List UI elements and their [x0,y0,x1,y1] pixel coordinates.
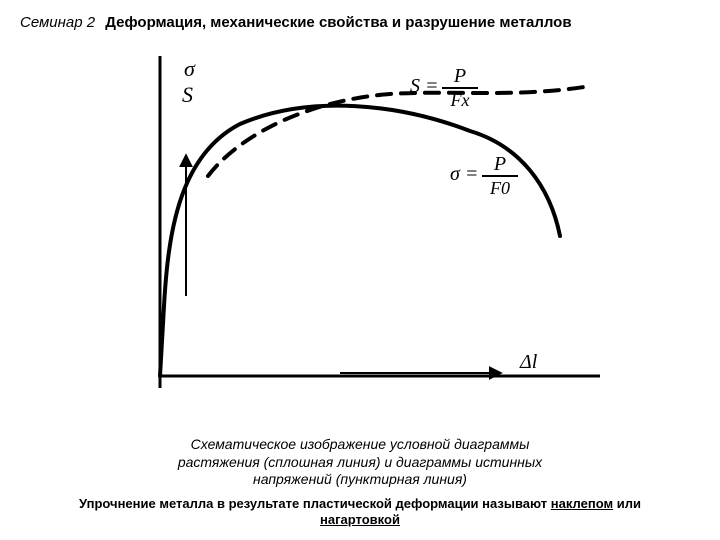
caption-line-1: Схематическое изображение условной диагр… [191,436,530,452]
footer-note: Упрочнение металла в результате пластиче… [0,496,720,529]
page: Семинар 2 Деформация, механические свойс… [0,0,720,540]
title-text: Деформация, механические свойства и разр… [105,14,571,31]
svg-text:σ: σ [184,56,196,81]
svg-text:Δl: Δl [519,351,538,373]
svg-text:P: P [493,153,506,175]
footer-part-2: или [613,496,641,511]
svg-text:σ =: σ = [450,163,478,185]
page-title: Семинар 2 Деформация, механические свойс… [20,14,710,31]
svg-text:F0: F0 [489,178,510,198]
svg-text:P: P [453,65,466,87]
chart-svg: σS Δl S = P Fx σ = P F0 [90,46,610,426]
caption-line-2: растяжения (сплошная линия) и диаграммы … [178,454,542,470]
stress-strain-chart: σS Δl S = P Fx σ = P F0 [90,46,610,426]
title-prefix: Семинар 2 [20,14,95,31]
footer-underline-2: нагартовкой [320,512,400,527]
svg-text:Fx: Fx [450,90,470,110]
footer-part-1: Упрочнение металла в результате пластиче… [79,496,551,511]
svg-text:S: S [182,82,193,107]
svg-text:S =: S = [410,75,439,97]
footer-underline-1: наклепом [551,496,613,511]
caption-line-3: напряжений (пунктирная линия) [253,471,467,487]
chart-caption: Схематическое изображение условной диагр… [0,436,720,489]
